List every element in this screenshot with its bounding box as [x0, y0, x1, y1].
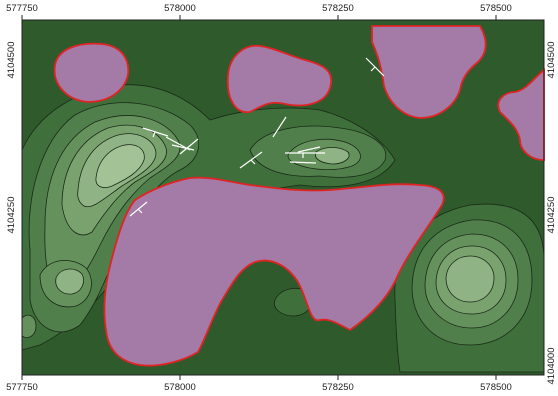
x-tick-label-bottom: 578500 [480, 382, 512, 393]
dip-tick [137, 208, 143, 214]
strike-symbol [171, 144, 195, 151]
contour-ll-2 [55, 268, 84, 295]
contour-left-5 [95, 144, 145, 188]
masked-area-top-right [371, 25, 487, 119]
x-tick-label-bottom: 578000 [164, 382, 196, 393]
x-tick-label-top: 577750 [6, 3, 38, 14]
masked-area-bottom-center [103, 176, 445, 367]
masked-area-top-center [226, 44, 333, 113]
y-tick-label-right: 4104000 [546, 348, 557, 385]
structure-symbols [129, 57, 385, 217]
strike-symbol [297, 146, 321, 153]
contour-right-5 [445, 255, 495, 303]
y-tick-label-right: 4104500 [546, 42, 557, 79]
strike-symbol [289, 161, 317, 164]
map-frame [21, 19, 545, 376]
x-tick-label-top: 578000 [164, 3, 196, 14]
strike-symbol [179, 138, 199, 155]
dip-tick [152, 131, 156, 138]
dip-tick [370, 66, 376, 72]
strike-symbol [142, 127, 169, 137]
y-tick-label-left: 4104500 [6, 42, 17, 79]
x-tick-label-top: 578500 [480, 3, 512, 14]
tick-marks [21, 15, 497, 380]
masked-areas [53, 25, 545, 367]
strike-symbol [272, 116, 287, 138]
x-tick-label-top: 578250 [322, 3, 354, 14]
y-tick-label-right: 4104250 [546, 197, 557, 234]
x-tick-label-bottom: 578250 [322, 382, 354, 393]
contour-center-3 [314, 147, 350, 165]
y-tick-label-left: 4104250 [6, 197, 17, 234]
masked-area-right-edge [497, 68, 545, 161]
x-tick-label-bottom: 577750 [6, 382, 38, 393]
dip-tick [250, 159, 256, 165]
contour-fills [21, 84, 545, 373]
masked-area-top-left [53, 42, 130, 103]
contour-ll-3 [21, 314, 37, 338]
